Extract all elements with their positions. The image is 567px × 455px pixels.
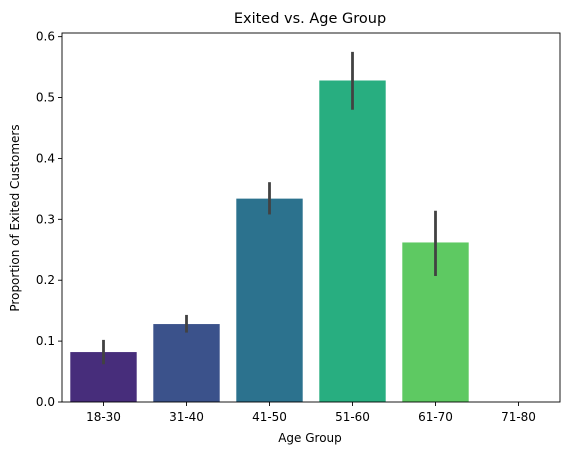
x-tick-label: 61-70	[418, 410, 453, 424]
x-tick-label: 41-50	[252, 410, 287, 424]
y-tick-label: 0.3	[36, 212, 55, 226]
bar-41-50	[236, 198, 303, 402]
y-axis-label: Proportion of Exited Customers	[8, 124, 22, 311]
bar-31-40	[153, 324, 220, 402]
chart-title: Exited vs. Age Group	[234, 11, 386, 27]
x-tick-label: 18-30	[86, 410, 121, 424]
y-tick-label: 0.5	[36, 91, 55, 105]
x-tick-label: 31-40	[169, 410, 204, 424]
plot-area: 0.0 0.1 0.2 0.3 0.4 0.5 0.6 18-30 31-40 41-50 51-6…	[36, 30, 561, 424]
y-tick-label: 0.2	[36, 273, 55, 287]
x-tick-label: 51-60	[335, 410, 370, 424]
x-axis-label: Age Group	[278, 431, 342, 445]
y-tick-label: 0.0	[36, 395, 55, 409]
y-tick-label: 0.4	[36, 151, 55, 165]
plot-frame	[61, 32, 561, 403]
y-tick-label: 0.1	[36, 334, 55, 348]
bar-51-60	[319, 80, 386, 402]
x-tick-label: 71-80	[501, 410, 536, 424]
y-tick-label: 0.6	[36, 30, 55, 44]
